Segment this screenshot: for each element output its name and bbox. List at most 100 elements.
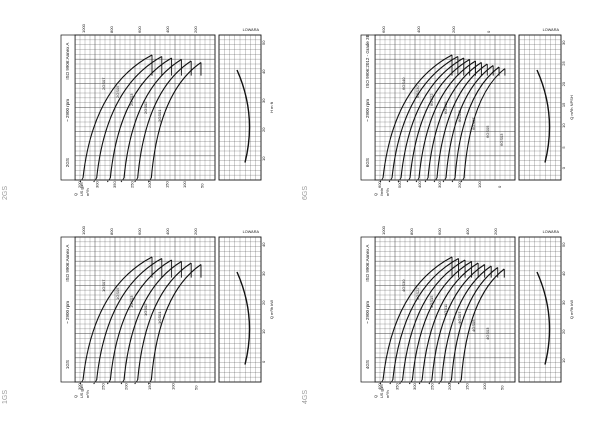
brand-label: LOWARA (543, 230, 560, 234)
bottom-tick-label: 200 (124, 383, 129, 390)
performance-curve (137, 60, 192, 179)
curve-extension (408, 379, 413, 385)
bottom-tick-label: 0 (497, 185, 502, 188)
right-tick-label: 5 (561, 146, 566, 149)
header-rpm: ~ 2900 rpm (365, 99, 370, 122)
axis-unit-label: m³/h (86, 188, 90, 196)
top-tick-label: 1000 (81, 225, 86, 235)
bottom-tick-label: 100 (170, 383, 175, 390)
performance-curve (109, 259, 172, 381)
right-tick-label: 50 (261, 40, 266, 45)
top-tick-label: 600 (437, 228, 442, 235)
right-tick-label: 40 (561, 271, 566, 276)
curve-extension (428, 379, 433, 385)
curve-label: 4GS05 (471, 319, 476, 332)
curve-label: 4GS30 (401, 279, 406, 292)
performance-curve (392, 258, 459, 381)
curve-label: 6GS40 (401, 77, 406, 90)
top-tick-label: 0 (486, 30, 491, 33)
header-series: 2GS (65, 158, 70, 167)
curve-extension (106, 379, 111, 385)
performance-curve (82, 256, 153, 381)
header-standard: ISO 9906:Annex A (65, 43, 70, 80)
axis-unit-label: Q (374, 395, 378, 398)
curve-extension (93, 177, 98, 183)
performance-curve (150, 62, 202, 179)
performance-curve (445, 65, 494, 179)
side-label-1gs: 1GS (2, 389, 9, 404)
bottom-tick-label: 200 (147, 181, 152, 188)
right-tick-label: 20 (561, 329, 566, 334)
top-tick-label: 1000 (381, 225, 386, 235)
axis-unit-label: Q (74, 193, 78, 196)
curve-label: 6GS30 (415, 85, 420, 98)
axis-unit-label: Q (374, 193, 378, 196)
curve-extension (106, 177, 111, 183)
curve-extension (389, 379, 394, 385)
performance-curve (427, 62, 482, 179)
axis-unit-label: l/min (380, 188, 384, 196)
right-axis-label: Q m³/h NPSH (569, 95, 574, 120)
curve-label: 4GS15 (429, 295, 434, 308)
right-tick-label: 30 (261, 98, 266, 103)
axis-unit-label: m³/h (386, 390, 390, 398)
bottom-tick-label: 600 (377, 181, 382, 188)
right-tick-label: 0 (261, 360, 266, 363)
bottom-tick-label: 400 (377, 383, 382, 390)
brand-label: LOWARA (243, 28, 260, 32)
right-tick-label: 20 (261, 300, 266, 305)
header-series: 4GS (365, 360, 370, 369)
bottom-tick-label: 50 (194, 385, 199, 390)
bottom-tick-label: 250 (430, 383, 435, 390)
curve-label: 4GS07 (457, 311, 462, 324)
curve-extension (406, 177, 411, 183)
curve-label: 2GS05 (115, 85, 120, 98)
axis-unit-label: US gpm (80, 384, 84, 398)
top-tick-label: 800 (409, 228, 414, 235)
right-axis-label: H m ft (269, 101, 274, 113)
header-series: 1GS (65, 360, 70, 369)
curve-label: 2GS01 (157, 109, 162, 122)
bottom-tick-label: 350 (112, 181, 117, 188)
right-tick-label: 0 (561, 166, 566, 169)
curve-extension (418, 379, 423, 385)
brand-label: LOWARA (543, 28, 560, 32)
curve-extension (399, 379, 403, 385)
bottom-tick-label: 200 (457, 181, 462, 188)
performance-curve (463, 68, 506, 179)
curve-label: 6GS11 (457, 109, 462, 122)
chart-1gs: 1GS07 1GS05 1GS03 1GS02 1GS01 ISO 9906:Annex … (60, 225, 274, 398)
right-tick-label: 10 (561, 123, 566, 128)
performance-curve (418, 60, 476, 179)
curve-extension (424, 177, 429, 183)
curve-extension (147, 379, 152, 385)
right-tick-label: 10 (561, 358, 566, 363)
performance-curve (96, 56, 163, 179)
bottom-tick-label: 250 (130, 181, 135, 188)
chart-6gs: 6GS406GS306GS226GS156GS116GS076GS056GS03… (360, 26, 574, 196)
curve-extension (457, 379, 462, 385)
bottom-tick-label: 50 (500, 385, 505, 390)
top-tick-label: 600 (137, 228, 142, 235)
curve-extension (379, 379, 384, 385)
top-tick-label: 400 (165, 26, 170, 33)
brand-label: LOWARA (243, 230, 260, 234)
right-tick-label: 30 (561, 40, 566, 45)
performance-curve (382, 54, 453, 179)
performance-curve (441, 265, 492, 381)
axis-unit-label: Q (74, 395, 78, 398)
axis-unit-label: US gpm (380, 384, 384, 398)
side-label-6gs: 6GS (302, 185, 309, 200)
bottom-tick-label: 200 (77, 181, 82, 188)
curve-label: 1GS07 (101, 279, 106, 292)
curve-extension (448, 379, 452, 385)
curve-label: 6GS03 (499, 133, 504, 146)
bottom-tick-label: 50 (200, 183, 205, 188)
right-tick-label: 50 (561, 242, 566, 247)
right-tick-label: 20 (261, 127, 266, 132)
top-tick-label: 400 (416, 26, 421, 33)
right-tick-label: 25 (561, 60, 566, 65)
curve-extension (451, 177, 456, 183)
bottom-tick-label: 100 (182, 181, 187, 188)
curve-extension (134, 379, 139, 385)
